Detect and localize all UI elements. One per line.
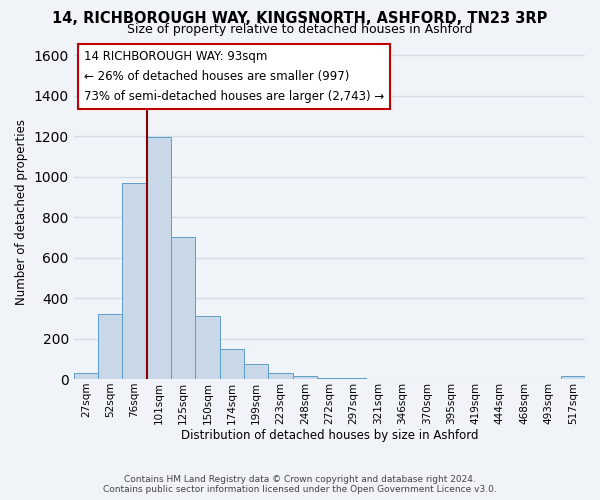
Bar (293, 376, 317, 379)
Bar (268, 373, 293, 379)
Bar (98, 314, 122, 379)
Y-axis label: Number of detached properties: Number of detached properties (15, 119, 28, 305)
Text: 14 RICHBOROUGH WAY: 93sqm
← 26% of detached houses are smaller (997)
73% of semi: 14 RICHBOROUGH WAY: 93sqm ← 26% of detac… (84, 50, 384, 103)
Bar (147, 137, 171, 379)
Bar (122, 182, 147, 379)
Bar (317, 378, 341, 379)
Bar (341, 378, 366, 379)
Bar (220, 348, 244, 379)
X-axis label: Distribution of detached houses by size in Ashford: Distribution of detached houses by size … (181, 430, 478, 442)
Text: 14, RICHBOROUGH WAY, KINGSNORTH, ASHFORD, TN23 3RP: 14, RICHBOROUGH WAY, KINGSNORTH, ASHFORD… (52, 11, 548, 26)
Bar (196, 316, 220, 379)
Bar (171, 238, 196, 379)
Bar (74, 373, 98, 379)
Text: Contains HM Land Registry data © Crown copyright and database right 2024.: Contains HM Land Registry data © Crown c… (124, 475, 476, 484)
Bar (244, 364, 268, 379)
Text: Contains public sector information licensed under the Open Government Licence v3: Contains public sector information licen… (103, 485, 497, 494)
Text: Size of property relative to detached houses in Ashford: Size of property relative to detached ho… (127, 22, 473, 36)
Bar (560, 376, 585, 379)
